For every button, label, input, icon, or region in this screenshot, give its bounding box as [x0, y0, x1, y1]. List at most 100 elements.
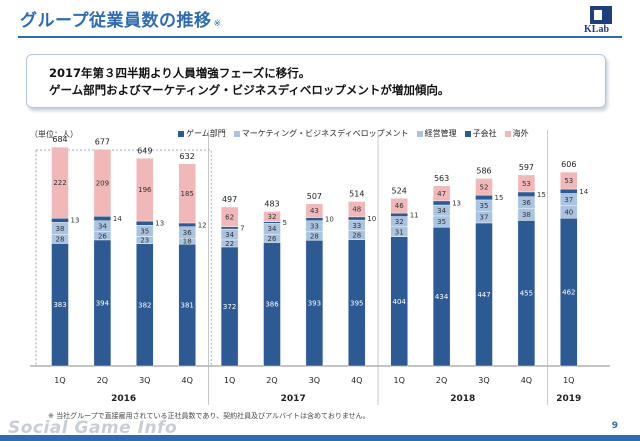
x-tick-label-0: 1Q: [54, 376, 65, 385]
page-title: グループ従業員数の推移 ※: [20, 6, 222, 31]
bar-segment-3-9: [432, 200, 451, 206]
legend-label-2: 経営管理: [424, 129, 457, 138]
page-title-text: グループ従業員数の推移: [20, 11, 212, 31]
bar-segment-3-1: [93, 216, 112, 221]
data-label-0-0: 383: [53, 301, 66, 309]
x-tick-label-9: 2Q: [436, 376, 447, 385]
data-label-1-12: 40: [564, 208, 573, 216]
legend-label-0: ゲーム部門: [186, 129, 226, 138]
data-label-1-7: 28: [352, 232, 361, 240]
x-tick-label-3: 4Q: [182, 376, 193, 385]
bar-segment-4-3: [178, 163, 196, 224]
data-label-1-8: 31: [395, 228, 404, 236]
x-tick-label-7: 4Q: [351, 376, 362, 385]
legend-item-4: 海外: [504, 128, 529, 139]
year-label-2017: 2017: [281, 394, 306, 404]
total-label-6: 507: [307, 192, 322, 201]
x-tick-label-10: 3Q: [478, 376, 489, 385]
legend-swatch-1: [233, 130, 240, 137]
data-label-4-9: 47: [437, 190, 446, 198]
data-label-1-11: 38: [522, 211, 531, 219]
data-label-3-8: 11: [410, 211, 419, 219]
data-label-0-2: 382: [138, 301, 151, 309]
data-label-1-6: 28: [310, 232, 319, 240]
data-label-1-3: 18: [183, 238, 192, 246]
data-label-1-10: 37: [480, 214, 489, 222]
data-label-4-7: 48: [352, 206, 361, 214]
bar-segment-4-1: [93, 149, 112, 217]
legend-item-3: 子会社: [464, 128, 497, 139]
data-label-4-8: 46: [395, 202, 404, 210]
data-label-3-2: 13: [155, 220, 164, 228]
total-label-1: 677: [95, 137, 110, 146]
data-label-4-2: 196: [138, 186, 152, 194]
bar-segment-3-11: [517, 191, 536, 197]
data-label-2-7: 33: [352, 222, 361, 230]
bar-segment-4-7: [348, 201, 366, 218]
bar-segment-4-12: [560, 171, 578, 190]
bar-segment-3-3: [178, 222, 196, 228]
total-label-7: 514: [349, 190, 364, 199]
summary-box: 2017年第３四半期より人員増強フェーズに移行。 ゲーム部門およびマーケティング…: [26, 54, 606, 108]
data-label-4-11: 53: [522, 180, 531, 188]
total-label-12: 606: [561, 160, 576, 169]
x-tick-label-8: 1Q: [394, 376, 405, 385]
x-tick-label-6: 3Q: [309, 376, 320, 385]
data-label-3-9: 13: [452, 199, 461, 207]
data-label-4-12: 53: [564, 177, 573, 185]
total-label-11: 597: [519, 163, 534, 172]
data-label-4-6: 43: [310, 207, 319, 215]
total-label-4: 497: [222, 195, 237, 204]
bar-segment-3-6: [305, 217, 324, 221]
data-label-3-11: 15: [537, 191, 546, 199]
x-tick-label-2: 3Q: [139, 376, 150, 385]
total-label-5: 483: [264, 199, 279, 208]
unit-label: （単位：人）: [30, 130, 78, 139]
bar-segment-3-5: [263, 221, 281, 224]
data-label-3-4: 7: [240, 224, 244, 232]
data-label-0-7: 395: [350, 299, 363, 307]
bar-segment-4-11: [517, 174, 536, 193]
bar-segment-4-2: [136, 158, 154, 222]
data-label-4-4: 62: [225, 213, 234, 221]
bar-segment-3-4: [220, 226, 239, 230]
data-label-2-8: 32: [395, 218, 404, 226]
bar-segment-4-6: [305, 203, 324, 218]
total-label-10: 586: [476, 166, 491, 175]
data-label-2-2: 35: [140, 227, 149, 235]
total-label-8: 524: [392, 186, 407, 195]
data-label-1-2: 23: [140, 237, 149, 245]
legend-swatch-3: [464, 130, 471, 137]
data-label-4-10: 52: [480, 183, 489, 191]
data-label-3-1: 14: [113, 215, 122, 223]
summary-line-2: ゲーム部門およびマーケティング・ビジネスディベロップメントが増加傾向。: [49, 83, 450, 97]
x-tick-label-5: 2Q: [266, 376, 277, 385]
klab-logo-text: KLab: [584, 24, 610, 35]
data-label-2-9: 34: [437, 207, 446, 215]
data-label-1-4: 22: [225, 240, 234, 248]
bar-segment-3-2: [136, 220, 154, 226]
legend-label-3: 子会社: [472, 129, 497, 138]
bar-segment-3-10: [475, 194, 493, 201]
data-label-4-5: 32: [268, 213, 277, 221]
x-tick-label-11: 4Q: [521, 376, 532, 385]
data-label-0-12: 462: [562, 289, 575, 297]
legend-item-2: 経営管理: [416, 128, 457, 139]
total-label-3: 632: [180, 152, 195, 161]
year-label-2016: 2016: [111, 394, 136, 404]
data-label-0-6: 393: [308, 300, 321, 308]
bar-segment-4-8: [390, 198, 408, 214]
bar-segment-3-7: [348, 216, 366, 221]
data-label-2-10: 35: [480, 202, 489, 210]
data-label-2-6: 33: [310, 223, 319, 231]
data-label-2-5: 34: [268, 225, 277, 233]
data-label-0-11: 455: [520, 290, 533, 298]
chart-legend: ゲーム部門 マーケティング・ビジネスディベロップメント 経営管理 子会社 海外: [178, 128, 529, 139]
bar-segment-3-8: [390, 212, 408, 217]
bar-segment-3-0: [51, 217, 69, 223]
data-label-3-10: 15: [495, 194, 504, 202]
title-footnote-mark: ※: [213, 19, 222, 29]
legend-label-4: 海外: [512, 129, 529, 138]
data-label-2-4: 34: [225, 231, 234, 239]
